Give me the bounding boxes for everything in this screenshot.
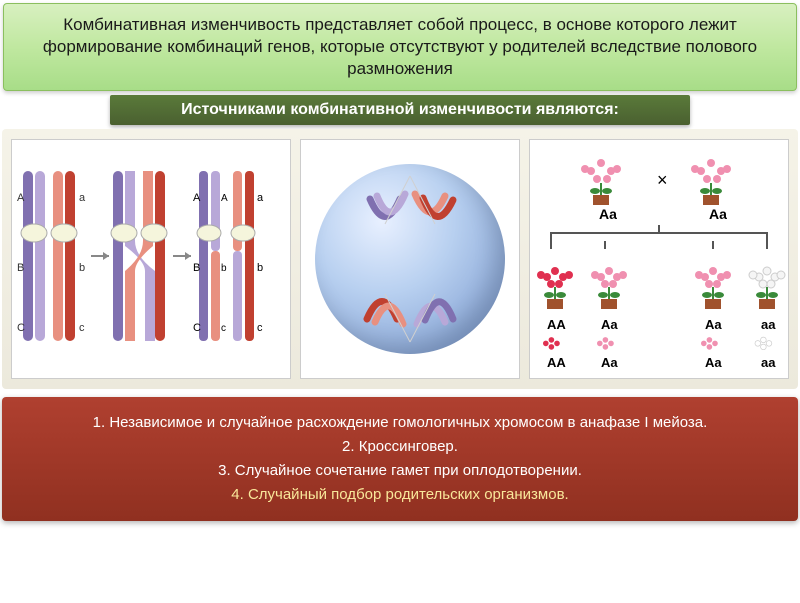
sources-heading: Источниками комбинативной изменчивости я… xyxy=(110,95,690,125)
definition-text: Комбинативная изменчивость представляет … xyxy=(20,14,780,80)
definition-banner: Комбинативная изменчивость представляет … xyxy=(3,3,797,91)
svg-text:b: b xyxy=(221,263,227,274)
svg-text:Aa: Aa xyxy=(601,355,618,370)
source-line-4: 4. Случайный подбор родительских организ… xyxy=(22,483,778,507)
svg-text:c: c xyxy=(257,322,263,334)
anaphase-diagram xyxy=(300,139,520,379)
diagram-row: A B C a b c xyxy=(2,129,798,389)
svg-text:c: c xyxy=(221,323,226,334)
svg-text:A: A xyxy=(17,192,25,204)
svg-text:Aa: Aa xyxy=(601,317,618,332)
sources-list: 1. Независимое и случайное расхождение г… xyxy=(2,397,798,521)
svg-text:B: B xyxy=(193,262,200,274)
svg-text:Aa: Aa xyxy=(709,206,727,222)
svg-text:AA: AA xyxy=(547,355,566,370)
svg-text:a: a xyxy=(79,192,86,204)
svg-text:×: × xyxy=(657,170,668,190)
svg-text:Aa: Aa xyxy=(705,355,722,370)
punnett-diagram: Aa × Aa xyxy=(529,139,789,379)
svg-text:Aa: Aa xyxy=(599,206,617,222)
svg-text:A: A xyxy=(193,192,201,204)
source-line-2: 2. Кроссинговер. xyxy=(22,435,778,459)
svg-text:b: b xyxy=(79,262,85,274)
svg-text:B: B xyxy=(17,262,24,274)
svg-text:aa: aa xyxy=(761,355,776,370)
source-line-3: 3. Случайное сочетание гамет при оплодот… xyxy=(22,459,778,483)
svg-text:Aa: Aa xyxy=(705,317,722,332)
svg-text:aa: aa xyxy=(761,317,776,332)
cell-sphere xyxy=(315,164,505,354)
svg-text:b: b xyxy=(257,262,263,274)
source-line-1: 1. Независимое и случайное расхождение г… xyxy=(22,411,778,435)
svg-text:a: a xyxy=(257,192,264,204)
crossover-diagram: A B C a b c xyxy=(11,139,291,379)
svg-text:C: C xyxy=(17,322,25,334)
svg-text:AA: AA xyxy=(547,317,566,332)
svg-text:c: c xyxy=(79,322,85,334)
svg-text:C: C xyxy=(193,322,201,334)
svg-text:A: A xyxy=(221,193,228,204)
